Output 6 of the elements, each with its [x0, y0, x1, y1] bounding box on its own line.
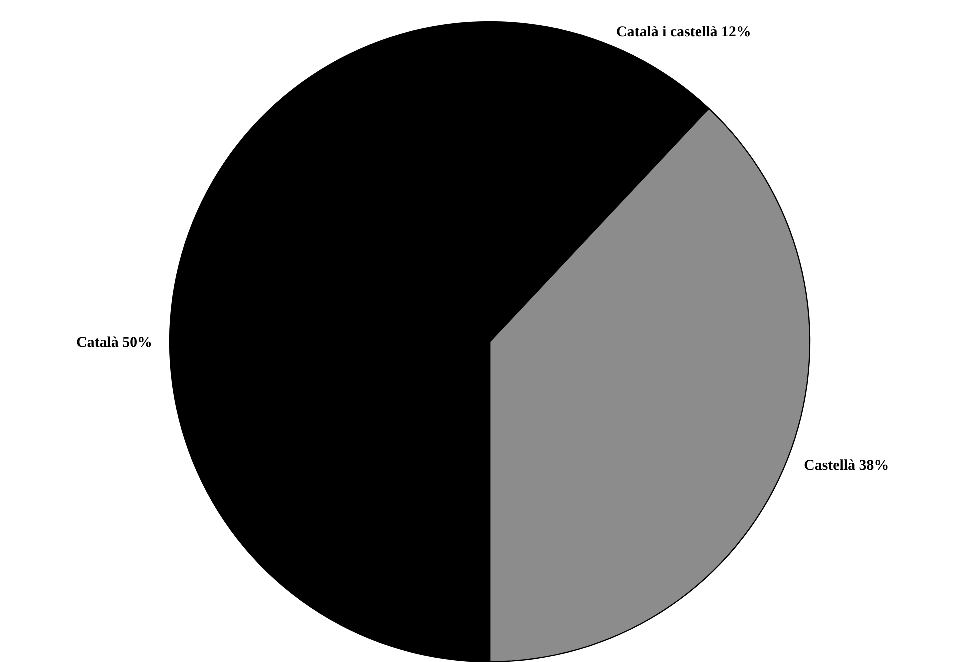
data-label: 38% [860, 460, 888, 470]
slice-label: Català [77, 336, 119, 348]
data-label: 50% [123, 337, 152, 348]
slice-label: Català i castellà [617, 26, 718, 37]
data-label: 12% [722, 26, 750, 37]
slice-label: Castellà [804, 460, 856, 470]
